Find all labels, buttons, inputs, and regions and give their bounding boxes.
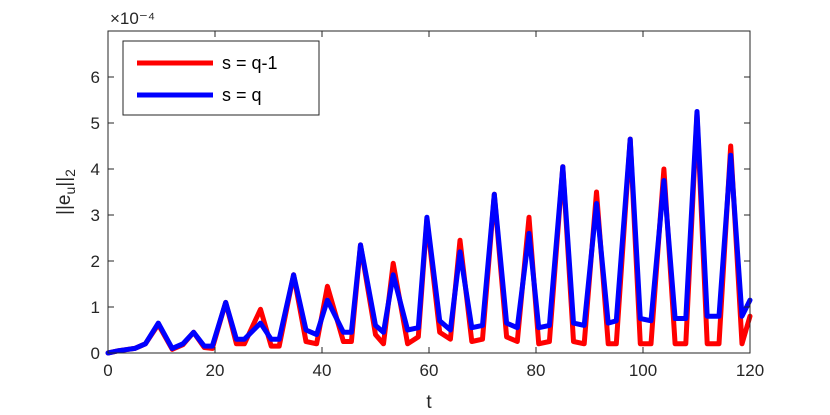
- y-tick-label: 4: [91, 160, 100, 179]
- y-tick-label: 0: [91, 344, 100, 363]
- x-tick-label: 120: [736, 361, 764, 380]
- y-tick-label: 2: [91, 252, 100, 271]
- legend: s = q-1 s = q: [122, 40, 320, 116]
- legend-box: [122, 40, 320, 116]
- y-exponent-label: ×10⁻⁴: [110, 9, 155, 28]
- x-tick-label: 100: [629, 361, 657, 380]
- series-layer: [105, 109, 753, 356]
- y-tick-label: 3: [91, 206, 100, 225]
- x-tick-label: 0: [103, 361, 112, 380]
- y-tick-label: 5: [91, 114, 100, 133]
- x-tick-label: 60: [420, 361, 439, 380]
- y-tick-label: 6: [91, 68, 100, 87]
- y-tick-label: 1: [91, 298, 100, 317]
- x-axis-label: t: [426, 392, 432, 413]
- axes-layer: 0 20 40 60 80 100 120 0 1 2 3 4 5 6: [91, 30, 764, 380]
- x-tick-label: 40: [313, 361, 332, 380]
- y-axis-label: ||eu||2: [54, 169, 78, 215]
- legend-label-2: s = q: [222, 85, 262, 105]
- x-tick-label: 80: [527, 361, 546, 380]
- legend-label-1: s = q-1: [222, 53, 278, 73]
- x-tick-label: 20: [206, 361, 225, 380]
- series-line-2: [105, 109, 753, 356]
